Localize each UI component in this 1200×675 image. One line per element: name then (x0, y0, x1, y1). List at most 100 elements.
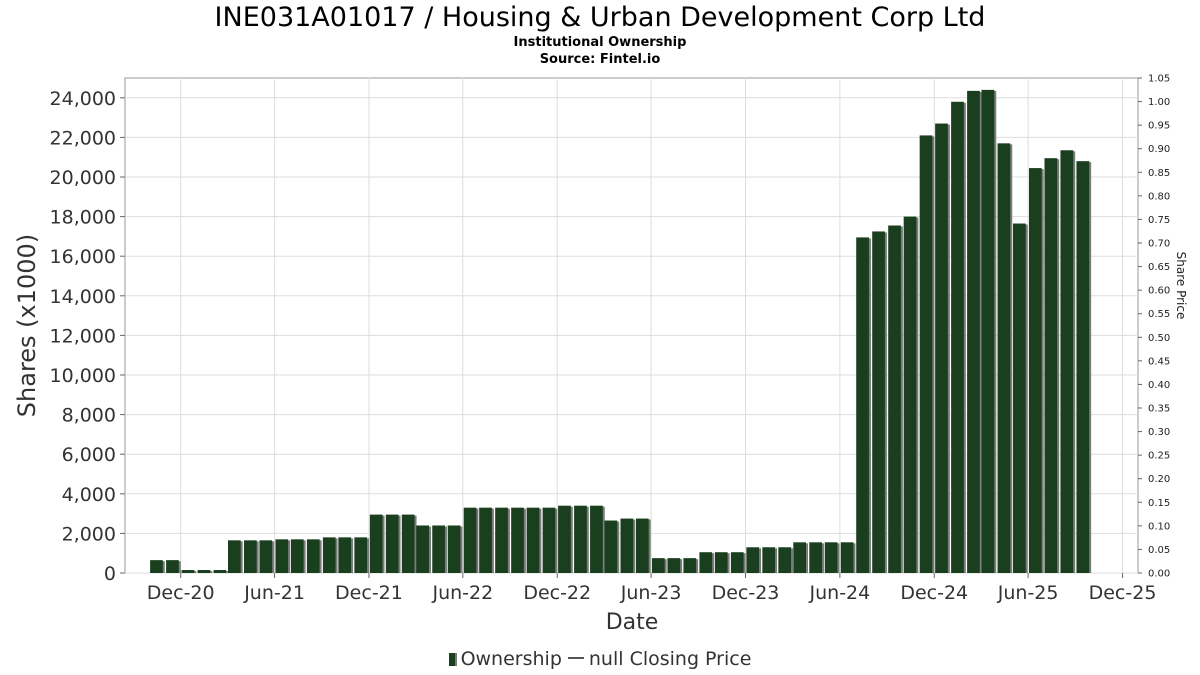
y-tick-label: 2,000 (62, 523, 116, 545)
y-tick-label: 8,000 (62, 405, 116, 427)
y2-tick-label: 0.15 (1148, 498, 1170, 509)
ownership-bar (338, 537, 352, 573)
ownership-bar (526, 507, 540, 573)
y-tick-label: 20,000 (50, 167, 116, 189)
y2-tick-label: 1.05 (1148, 74, 1170, 85)
ownership-bar (1029, 168, 1042, 573)
ownership-bar (275, 539, 289, 573)
ownership-bar (290, 539, 304, 573)
ownership-bar (416, 525, 429, 573)
ownership-bar (935, 123, 948, 573)
ownership-bar (651, 558, 665, 573)
y-tick-label: 24,000 (50, 88, 116, 110)
y2-tick-label: 0.25 (1148, 451, 1170, 462)
y2-tick-label: 0.55 (1148, 309, 1170, 320)
ownership-bar (903, 216, 917, 573)
ownership-bar (778, 547, 792, 573)
ownership-bar (809, 542, 822, 573)
ownership-legend-swatch (448, 653, 457, 666)
ownership-bar (479, 507, 492, 573)
y2-tick-label: 0.05 (1148, 545, 1170, 556)
chart-title: INE031A01017 / Housing & Urban Developme… (214, 2, 986, 33)
ownership-bar (369, 514, 383, 573)
ownership-bar (746, 547, 760, 573)
y2-tick-label: 0.10 (1148, 521, 1170, 532)
y2-tick-label: 0.70 (1148, 239, 1170, 250)
ownership-bar (1060, 150, 1074, 573)
y-tick-label: 14,000 (50, 286, 116, 308)
ownership-bar (856, 237, 869, 573)
ownership-bar (166, 560, 179, 573)
ownership-bar (951, 101, 964, 573)
ownership-bar (590, 505, 603, 573)
y-tick-label: 10,000 (50, 365, 116, 387)
y-tick-label: 0 (104, 563, 116, 585)
ownership-bar (432, 525, 445, 573)
y2-tick-label: 1.00 (1148, 97, 1170, 108)
ownership-bar (981, 89, 995, 573)
ownership-bar (604, 520, 618, 573)
y2-tick-label: 0.85 (1148, 168, 1170, 179)
y2-tick-label: 0.95 (1148, 121, 1170, 132)
x-tick-label: Jun-23 (620, 582, 682, 604)
y-tick-label: 6,000 (62, 444, 116, 466)
ownership-bar (919, 135, 933, 574)
y-tick-label: 12,000 (50, 325, 116, 347)
y2-tick-label: 0.50 (1148, 333, 1170, 344)
ownership-bar (150, 560, 163, 573)
ownership-bar (322, 537, 336, 573)
ownership-bar (699, 552, 713, 573)
ownership-bar (714, 552, 728, 573)
y2-tick-label: 0.00 (1148, 569, 1170, 580)
ownership-bar (354, 537, 368, 573)
price-legend-line (567, 657, 584, 659)
ownership-bar (259, 540, 273, 573)
y2-tick-label: 0.35 (1148, 404, 1170, 415)
x-tick-label: Jun-25 (997, 582, 1059, 604)
ownership-bar (495, 507, 508, 573)
ownership-legend-label: Ownership (460, 648, 562, 670)
x-tick-label: Jun-24 (809, 582, 871, 604)
y-axis-title: Shares (x1000) (13, 234, 41, 417)
x-tick-label: Dec-22 (523, 582, 591, 604)
y2-tick-label: 0.75 (1148, 215, 1170, 226)
x-tick-label: Jun-21 (243, 582, 305, 604)
ownership-bar (888, 225, 901, 573)
chart-source: Source: Fintel.io (539, 52, 661, 67)
ownership-chart: 0 2,000 4,000 6,000 8,000 10,000 12,000 14,000 1… (13, 74, 1188, 636)
ownership-bar (385, 514, 399, 573)
x-tick-label: Dec-24 (900, 582, 968, 604)
y2-tick-label: 0.90 (1148, 144, 1170, 155)
ownership-bar (997, 143, 1011, 573)
y2-tick-label: 0.30 (1148, 427, 1170, 438)
ownership-bar (620, 518, 634, 573)
ownership-bar (243, 540, 257, 573)
x-tick-label: Dec-21 (335, 582, 403, 604)
ownership-bar (1013, 223, 1026, 573)
y-tick-label: 16,000 (50, 246, 116, 268)
ownership-bar (447, 525, 461, 573)
ownership-bar (181, 570, 195, 573)
ownership-bar (824, 542, 838, 573)
legend: Ownership null Closing Price (0, 647, 1200, 671)
ownership-bar (227, 540, 241, 573)
y2-tick-label: 0.60 (1148, 286, 1170, 297)
ownership-bar (401, 514, 415, 573)
y-tick-label: 4,000 (62, 484, 116, 506)
ownership-bar (840, 542, 854, 573)
ownership-bar (1044, 158, 1058, 573)
x-tick-label: Dec-23 (712, 582, 780, 604)
ownership-bar (730, 552, 744, 573)
ownership-bar (463, 507, 477, 573)
ownership-bar (683, 558, 697, 573)
ownership-bar (872, 231, 885, 573)
ownership-bar (213, 570, 227, 573)
y2-tick-label: 0.40 (1148, 380, 1170, 391)
price-legend-label: null Closing Price (588, 648, 752, 670)
y2-axis-title: Share Price (1174, 252, 1188, 320)
y2-tick-label: 0.65 (1148, 262, 1170, 273)
ownership-bar (967, 90, 980, 574)
ownership-bar (793, 542, 806, 573)
ownership-bar (511, 507, 524, 573)
y2-tick-label: 0.45 (1148, 356, 1170, 367)
